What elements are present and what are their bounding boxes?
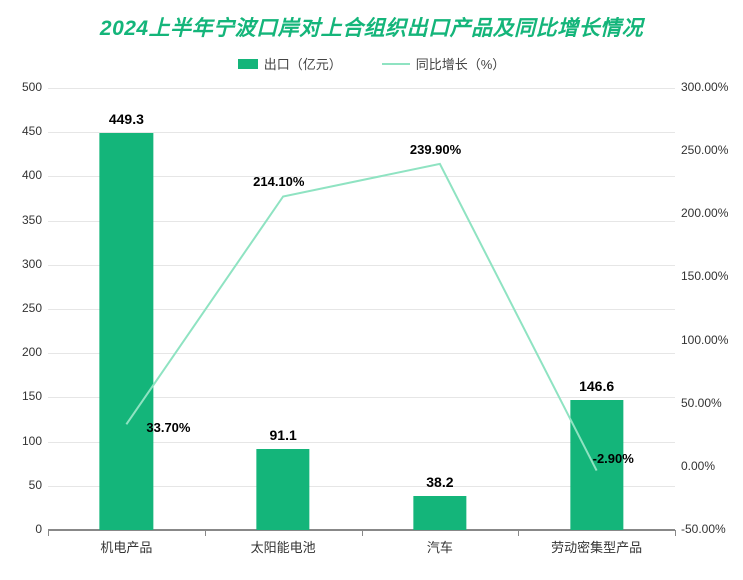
x-category-label: 太阳能电池: [251, 537, 316, 556]
y-right-tick-label: 250.00%: [675, 143, 737, 157]
legend-item-line: 同比增长（%）: [382, 54, 506, 73]
y-left-tick-label: 200: [6, 345, 48, 359]
y-right-tick-label: 100.00%: [675, 333, 737, 347]
x-category-label: 机电产品: [100, 537, 152, 556]
y-left-tick-label: 0: [6, 522, 48, 536]
x-tick: [518, 530, 519, 536]
x-category-label: 劳动密集型产品: [551, 537, 642, 556]
x-tick: [675, 530, 676, 536]
y-right-tick-label: 200.00%: [675, 206, 737, 220]
line-value-label: -2.90%: [593, 451, 634, 466]
y-right-tick-label: 150.00%: [675, 269, 737, 283]
line-value-label: 214.10%: [253, 174, 304, 189]
chart-title: 2024上半年宁波口岸对上合组织出口产品及同比增长情况: [0, 0, 743, 48]
y-left-tick-label: 450: [6, 124, 48, 138]
legend-label-bar: 出口（亿元）: [264, 54, 342, 73]
y-left-tick-label: 100: [6, 434, 48, 448]
y-left-tick-label: 250: [6, 301, 48, 315]
y-left-tick-label: 400: [6, 168, 48, 182]
y-left-tick-label: 150: [6, 389, 48, 403]
x-tick: [48, 530, 49, 536]
legend-item-bar: 出口（亿元）: [238, 54, 342, 73]
x-tick: [362, 530, 363, 536]
y-right-tick-label: -50.00%: [675, 522, 737, 536]
legend-label-line: 同比增长（%）: [416, 54, 506, 73]
line-series: [48, 88, 675, 530]
y-left-tick-label: 300: [6, 257, 48, 271]
y-left-tick-label: 50: [6, 478, 48, 492]
legend: 出口（亿元） 同比增长（%）: [0, 48, 743, 85]
legend-swatch-line: [382, 63, 410, 65]
y-right-tick-label: 0.00%: [675, 459, 737, 473]
x-category-label: 汽车: [427, 537, 453, 556]
y-right-tick-label: 50.00%: [675, 396, 737, 410]
plot-area: 050100150200250300350400450500-50.00%0.0…: [48, 88, 675, 530]
line-value-label: 239.90%: [410, 142, 461, 157]
line-value-label: 33.70%: [146, 420, 190, 435]
legend-swatch-bar: [238, 59, 258, 69]
y-right-tick-label: 300.00%: [675, 80, 737, 94]
y-left-tick-label: 500: [6, 80, 48, 94]
x-tick: [205, 530, 206, 536]
y-left-tick-label: 350: [6, 213, 48, 227]
